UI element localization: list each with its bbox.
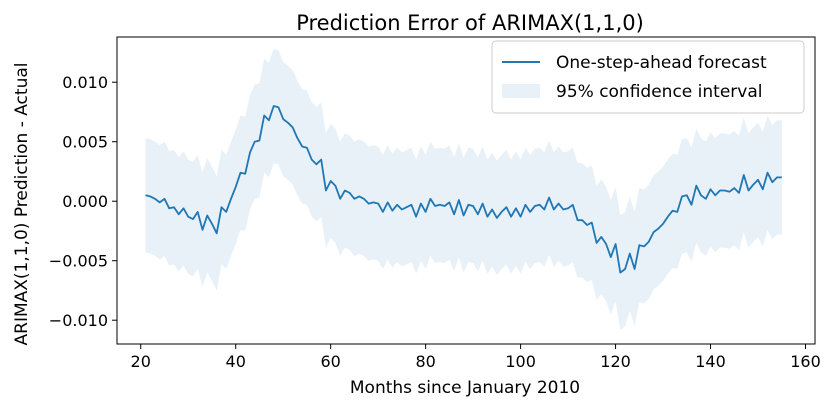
y-axis-label: ARIMAX(1,1,0) Prediction - Actual — [12, 63, 32, 346]
y-tick-label: −0.010 — [49, 311, 108, 330]
y-tick-label: 0.000 — [62, 192, 108, 211]
x-tick-label: 20 — [131, 352, 151, 371]
x-tick-label: 80 — [415, 352, 435, 371]
y-tick-label: −0.005 — [49, 252, 108, 271]
x-tick-label: 100 — [505, 352, 536, 371]
plot-frame — [116, 36, 816, 345]
forecast-line — [145, 105, 782, 274]
x-axis: 20 40 60 80 100 120 140 160 — [131, 344, 821, 371]
x-tick-label: 140 — [695, 352, 726, 371]
x-tick-label: 160 — [790, 352, 821, 371]
y-tick-label: 0.010 — [62, 73, 108, 92]
confidence-band — [145, 48, 782, 330]
legend-label-forecast: One-step-ahead forecast — [556, 53, 767, 73]
x-tick-label: 40 — [226, 352, 246, 371]
x-tick-label: 120 — [600, 352, 631, 371]
y-tick-label: 0.005 — [62, 133, 108, 152]
legend-label-interval: 95% confidence interval — [556, 82, 762, 102]
x-axis-label: Months since January 2010 — [350, 378, 580, 398]
legend: One-step-ahead forecast 95% confidence i… — [491, 40, 805, 114]
legend-band-swatch — [502, 84, 540, 98]
legend-frame — [491, 40, 805, 114]
chart-title: Prediction Error of ARIMAX(1,1,0) — [296, 11, 644, 35]
y-axis: −0.010 −0.005 0.000 0.005 0.010 — [49, 73, 117, 330]
plot-area — [116, 36, 816, 345]
x-tick-label: 60 — [320, 352, 340, 371]
